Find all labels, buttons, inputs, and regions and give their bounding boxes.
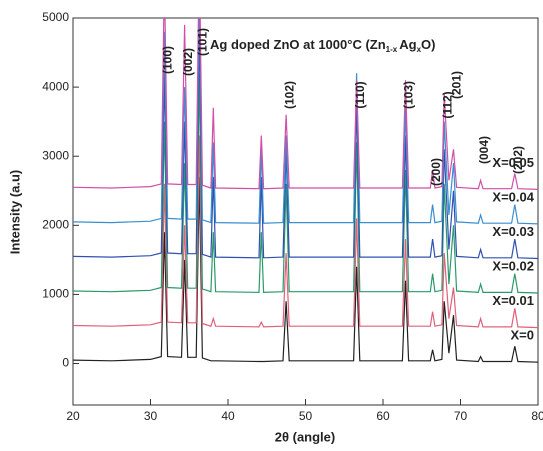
x-tick-label: 20 bbox=[66, 409, 80, 423]
peak-label: (112) bbox=[440, 91, 454, 118]
xrd-trace bbox=[73, 135, 538, 329]
title-part: O) bbox=[421, 37, 435, 52]
xrd-trace bbox=[73, 18, 538, 190]
x-tick-label: 50 bbox=[299, 409, 313, 423]
title-sub: 1-x bbox=[386, 45, 398, 54]
y-tick-label: 2000 bbox=[42, 217, 69, 231]
peak-label: (004) bbox=[477, 136, 491, 164]
plot-area bbox=[73, 18, 538, 363]
series-label: X=0.04 bbox=[492, 189, 534, 204]
xrd-trace bbox=[73, 24, 538, 260]
series-label: X=0.02 bbox=[492, 258, 534, 273]
peak-label: (102) bbox=[282, 81, 296, 109]
peak-label: (200) bbox=[429, 158, 443, 186]
x-axis-label: 2θ (angle) bbox=[275, 429, 335, 444]
x-tick-label: 60 bbox=[376, 409, 390, 423]
xrd-trace bbox=[73, 176, 538, 363]
x-tick-label: 70 bbox=[454, 409, 468, 423]
plot-frame bbox=[72, 17, 539, 406]
y-tick-label: 4000 bbox=[42, 79, 69, 93]
series-label: X=0 bbox=[511, 328, 535, 343]
y-axis-label: Intensity (a.u) bbox=[7, 170, 22, 255]
peak-label: (100) bbox=[161, 46, 175, 74]
y-tick-label: 1000 bbox=[42, 287, 69, 301]
series-label: X=0.03 bbox=[492, 224, 534, 239]
peak-label: (101) bbox=[195, 28, 209, 56]
peak-label: (103) bbox=[402, 81, 416, 109]
peak-label: (110) bbox=[353, 81, 367, 108]
peak-label: (202) bbox=[511, 146, 525, 174]
y-tick-label: 5000 bbox=[42, 10, 69, 24]
x-tick-label: 80 bbox=[531, 409, 543, 423]
peak-label: (002) bbox=[181, 48, 195, 76]
title-part: Ag bbox=[399, 37, 416, 52]
x-tick-label: 40 bbox=[221, 409, 235, 423]
y-tick-label: 3000 bbox=[42, 148, 69, 162]
chart-title: Ag doped ZnO at 1000°C (Zn1-x AgxO) bbox=[210, 37, 435, 54]
title-part: Ag doped ZnO at 1000°C (Zn bbox=[210, 37, 386, 52]
peak-label: (201) bbox=[450, 71, 464, 99]
x-tick-label: 30 bbox=[144, 409, 158, 423]
xrd-trace bbox=[73, 18, 538, 225]
title-sub: x bbox=[417, 45, 422, 54]
series-label: X=0.05 bbox=[492, 155, 534, 170]
series-label: X=0.01 bbox=[492, 293, 534, 308]
xrd-trace bbox=[73, 73, 538, 294]
y-tick-label: 0 bbox=[62, 356, 69, 370]
